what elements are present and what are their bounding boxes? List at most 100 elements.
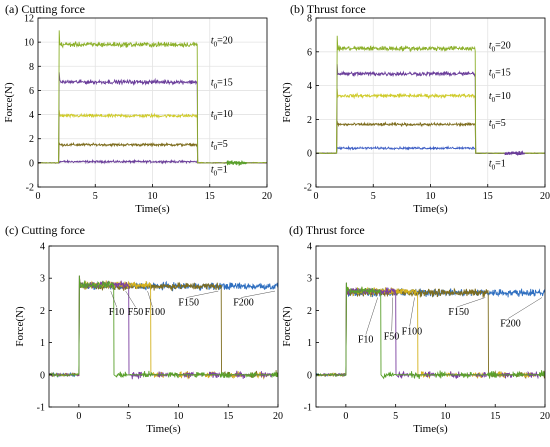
y-axis-label: Force(N): [14, 306, 26, 347]
annotation-var: t: [211, 78, 214, 89]
y-tick-label: 2: [307, 306, 312, 317]
series-annotation-F10: F10: [109, 307, 125, 318]
x-tick-label: 5: [371, 191, 376, 202]
plot-area: [38, 30, 267, 167]
series-line-t0-10: [38, 110, 267, 164]
exit-noise-burst: [226, 160, 247, 167]
annotation-var: t: [211, 165, 214, 176]
annotation-var: t: [489, 91, 492, 102]
series-annotation-F200: F200: [500, 319, 521, 330]
series-annotation-t0-1: t0=1: [489, 159, 506, 172]
annotation-subscript: 0: [492, 123, 496, 131]
x-tick-label: 20: [262, 191, 272, 202]
annotation-leader: [409, 297, 415, 327]
y-tick-label: -2: [26, 183, 34, 194]
y-tick-label: 4: [307, 242, 312, 253]
annotation-var: t: [489, 159, 492, 170]
series-line-t0-20: [38, 30, 267, 164]
x-tick-label: 15: [223, 411, 233, 422]
annotation-subscript: 0: [492, 96, 496, 104]
y-tick-label: 0: [307, 149, 312, 160]
plot-area: [316, 35, 545, 157]
y-tick-label: -1: [37, 403, 45, 414]
series-annotation-F150: F150: [178, 298, 199, 309]
series-line-t0-10: [316, 88, 545, 154]
x-axis-label: Time(s): [413, 423, 448, 435]
series-annotation-t0-15: t0=15: [489, 67, 511, 80]
x-tick-label: 10: [173, 411, 183, 422]
annotation-value: =10: [217, 109, 233, 120]
annotation-var: t: [489, 118, 492, 129]
chart-panel-c: 0 5 10 15 20 -1 0 1 2 3 4 (c) Cutting force Time(s) F…: [5, 223, 283, 435]
panel-title: (a) Cutting force: [5, 2, 85, 16]
x-tick-label: 5: [393, 411, 398, 422]
annotation-leader: [147, 291, 153, 308]
series-line-F10: [49, 275, 278, 379]
annotation-var: t: [211, 35, 214, 46]
annotation-var: t: [211, 109, 214, 120]
series-line-t0-15: [316, 64, 545, 154]
series-annotation-t0-10: t0=10: [211, 109, 233, 122]
y-tick-label: 8: [307, 14, 312, 25]
series-annotation-F150: F150: [448, 307, 469, 318]
y-tick-label: 2: [29, 134, 34, 145]
y-tick-label: 2: [40, 306, 45, 317]
annotation-subscript: 0: [214, 83, 218, 91]
series-line-F10: [316, 282, 545, 380]
series-line-t0-5: [38, 141, 267, 164]
y-tick-label: 1: [307, 338, 312, 349]
x-tick-label: 10: [440, 411, 450, 422]
annotation-value: =1: [217, 165, 228, 176]
series-line-t0-20: [316, 35, 545, 155]
series-line-F200: [49, 275, 278, 378]
annotation-value: =5: [495, 118, 506, 129]
annotation-var: t: [489, 67, 492, 78]
x-tick-label: 15: [490, 411, 500, 422]
x-tick-label: 0: [343, 411, 348, 422]
y-tick-label: 3: [307, 274, 312, 285]
annotation-leader: [365, 297, 378, 335]
annotation-subscript: 0: [492, 45, 496, 53]
series-line-t0-5: [316, 120, 545, 155]
series-annotation-t0-20: t0=20: [211, 35, 233, 48]
series-line-F50: [316, 282, 545, 379]
exit-noise-burst: [504, 150, 525, 157]
x-axis-label: Time(s): [413, 203, 448, 215]
x-tick-label: 15: [205, 191, 215, 202]
annotation-value: =15: [217, 78, 233, 89]
series-line-t0-15: [38, 72, 267, 164]
y-tick-label: 0: [40, 370, 45, 381]
annotation-subscript: 0: [214, 114, 218, 122]
annotation-var: t: [489, 40, 492, 51]
y-tick-label: -2: [304, 183, 312, 194]
annotation-value: =20: [217, 35, 233, 46]
series-annotation-t0-5: t0=5: [211, 139, 228, 152]
y-axis-label: Force(N): [281, 306, 293, 347]
y-tick-label: -1: [304, 403, 312, 414]
series-line-F150: [49, 275, 278, 378]
annotation-value: =5: [217, 139, 228, 150]
annotation-value: =15: [495, 67, 511, 78]
x-axis-label: Time(s): [135, 203, 170, 215]
x-tick-label: 20: [540, 191, 550, 202]
x-tick-label: 15: [483, 191, 493, 202]
series-line-F50: [49, 275, 278, 380]
y-tick-label: 0: [29, 158, 34, 169]
x-tick-label: 20: [540, 411, 550, 422]
series-line-t0-1: [38, 158, 267, 165]
y-tick-label: 4: [40, 242, 45, 253]
y-tick-label: 4: [307, 81, 312, 92]
series-line-F150: [316, 282, 545, 379]
x-tick-label: 0: [36, 191, 41, 202]
axes-frame: [48, 245, 279, 408]
panel-title: (c) Cutting force: [5, 223, 85, 237]
y-tick-label: 4: [29, 110, 34, 121]
series-line-F100: [316, 282, 545, 379]
x-tick-label: 10: [148, 191, 158, 202]
annotation-subscript: 0: [214, 170, 218, 178]
y-tick-label: 1: [40, 338, 45, 349]
annotation-leader: [186, 290, 219, 298]
x-tick-label: 0: [314, 191, 319, 202]
